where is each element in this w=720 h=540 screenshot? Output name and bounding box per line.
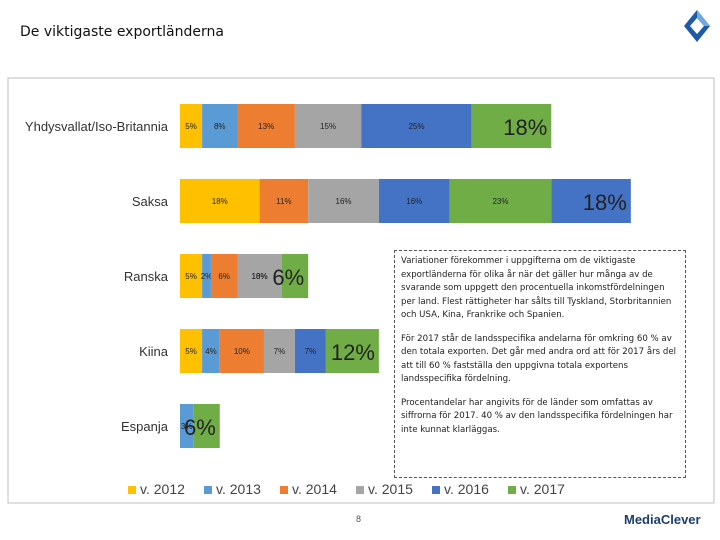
- data-label: 11%: [276, 197, 291, 206]
- note-paragraph: Variationer förekommer i uppgifterna om …: [401, 256, 672, 320]
- data-label: 16%: [336, 197, 352, 206]
- category-label: Saksa: [132, 194, 169, 209]
- chart-frame: [7, 77, 715, 504]
- brand-name: MediaClever: [624, 512, 701, 527]
- legend-swatch: [432, 486, 440, 494]
- data-label: 8%: [214, 122, 226, 131]
- legend-label: v. 2012: [140, 481, 185, 497]
- data-label: 13%: [258, 122, 274, 131]
- data-label: 5%: [185, 272, 197, 281]
- note-box: Variationer förekommer i uppgifterna om …: [394, 250, 686, 478]
- bar-segment: [237, 104, 295, 148]
- data-label: 2%: [201, 272, 213, 281]
- bar-segment: [180, 404, 194, 448]
- legend-label: v. 2015: [368, 481, 413, 497]
- bar-segment: [237, 254, 282, 298]
- note-paragraph: Procentandelar har angivits för de lände…: [401, 397, 673, 435]
- bar-segment: [378, 179, 450, 223]
- legend: v. 2012 v. 2013 v. 2014 v. 2015 v. 2016 v. 20…: [128, 481, 565, 497]
- data-label: 7%: [305, 347, 317, 356]
- data-label: 5%: [185, 347, 197, 356]
- legend-swatch: [128, 486, 136, 494]
- data-label: 6%: [184, 415, 216, 440]
- category-label: Yhdysvallat/Iso-Britannia: [25, 119, 169, 134]
- data-label: 18%: [212, 197, 228, 206]
- legend-swatch: [508, 486, 516, 494]
- bar-segment: [202, 254, 211, 298]
- bar-segment: [449, 179, 552, 223]
- legend-label: v. 2013: [216, 481, 261, 497]
- data-label: 18%: [503, 115, 547, 140]
- bar-segment: [281, 254, 309, 298]
- corner-logo-icon: [684, 10, 710, 42]
- data-label: 3%: [181, 422, 193, 431]
- bar-segment: [263, 329, 295, 373]
- data-label: 10%: [234, 347, 250, 356]
- data-label: 4%: [205, 347, 217, 356]
- bar-segment: [471, 104, 552, 148]
- category-label: Espanja: [121, 419, 169, 434]
- bar-segment: [202, 104, 238, 148]
- data-label: 15%: [320, 122, 336, 131]
- note-paragraph: För 2017 står de landsspecifika andelarn…: [401, 333, 676, 385]
- data-label: 23%: [492, 197, 508, 206]
- bar-segment: [259, 179, 309, 223]
- category-label: Ranska: [124, 269, 169, 284]
- bar-segment: [210, 254, 238, 298]
- bar-segment: [180, 254, 203, 298]
- category-labels: Yhdysvallat/Iso-Britannia Saksa Ranska Kiin…: [25, 119, 169, 434]
- bar-segment: [219, 329, 264, 373]
- data-label: 7%: [274, 347, 286, 356]
- bar-segment: [180, 329, 203, 373]
- legend-label: v. 2014: [292, 481, 337, 497]
- category-label: Kiina: [139, 344, 169, 359]
- bar-segment: [294, 104, 362, 148]
- data-label: 5%: [185, 122, 197, 131]
- bar-segment: [193, 404, 220, 448]
- bar-segment: [361, 104, 472, 148]
- brand-logo: MediaClever: [624, 512, 701, 527]
- page-title: De viktigaste exportländerna: [20, 24, 224, 40]
- data-label: 18%: [583, 190, 627, 215]
- data-label: 18%: [252, 272, 268, 281]
- data-label: 12%: [331, 340, 375, 365]
- data-label: 6%: [272, 265, 304, 290]
- data-label: 10%: [252, 272, 268, 281]
- bar-segment: [294, 329, 326, 373]
- bar-segment: [180, 104, 203, 148]
- data-label: 6%: [218, 272, 230, 281]
- bar-segment: [325, 329, 379, 373]
- legend-label: v. 2017: [520, 481, 565, 497]
- data-label: 16%: [406, 197, 422, 206]
- legend-swatch: [280, 486, 288, 494]
- legend-swatch: [204, 486, 212, 494]
- legend-swatch: [356, 486, 364, 494]
- bar-segment: [308, 179, 379, 223]
- data-label: 25%: [408, 122, 424, 131]
- legend-label: v. 2016: [444, 481, 489, 497]
- bar-segment: [551, 179, 631, 223]
- bar-segment: [202, 329, 220, 373]
- bar-segment: [180, 179, 260, 223]
- bar-group: 5% 8% 13% 15% 25% 18% 16% 23% 18% 5% 2% 6% 10% 6% 5% 4%…: [180, 104, 631, 448]
- page-number: 8: [356, 514, 362, 524]
